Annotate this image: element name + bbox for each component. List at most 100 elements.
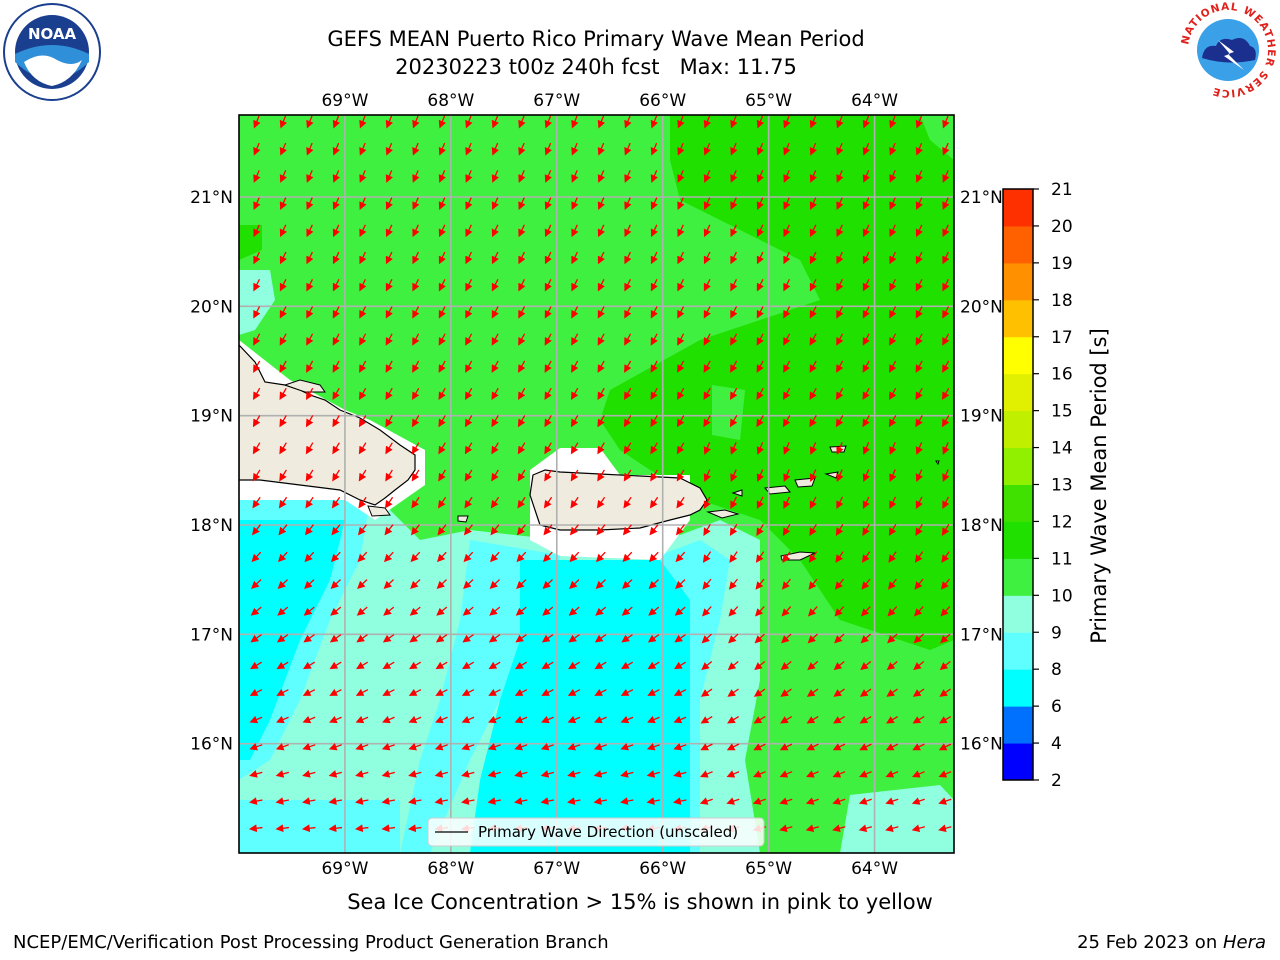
wave-arrow [833,716,846,724]
wave-arrow [889,278,897,292]
wave-arrow [887,606,898,617]
wave-arrow [438,442,446,455]
wave-arrow [385,333,393,346]
wave-arrow [623,442,632,455]
wave-arrow [331,551,341,563]
wave-arrow [703,415,711,428]
wave-arrow [461,715,475,724]
wave-arrow [385,360,393,373]
wave-arrow [780,661,792,671]
wave-arrow [703,278,711,292]
wave-arrow [357,524,367,536]
wave-arrow [249,688,263,696]
wave-arrow [464,415,473,428]
wave-arrow [382,688,395,696]
wave-arrow [913,661,925,671]
wave-arrow [783,142,791,156]
wave-arrow [730,115,738,129]
wave-arrow [620,715,634,724]
wave-arrow [438,224,446,238]
wave-arrow [597,333,605,346]
wave-arrow [674,661,687,670]
wave-arrow [359,197,367,210]
wave-arrow [437,524,447,536]
wave-arrow [650,142,658,156]
colorbar-tick-label: 9 [1051,623,1062,643]
wave-arrow [331,524,341,536]
graticule [239,115,954,853]
wave-arrow [780,688,792,697]
wave-arrow [253,360,261,373]
wave-arrow [358,469,367,482]
wave-arrow [650,360,658,373]
wave-arrow [571,278,579,292]
wave-arrow [677,251,685,265]
wave-arrow [833,688,845,697]
wave-arrow [809,523,817,536]
wave-arrow [597,197,605,210]
wave-arrow [276,661,289,670]
wave-arrow [597,442,605,455]
wave-arrow [915,142,923,156]
wave-arrow [700,770,713,778]
wave-arrow [941,523,950,536]
wave-arrow [942,496,950,510]
wave-arrow [624,224,632,238]
wave-arrow [756,170,764,183]
wave-arrow [835,415,844,428]
wave-arrow [620,688,634,696]
wave-arrow [942,442,950,455]
wave-arrow [355,797,369,805]
wave-arrow [836,333,844,346]
wave-arrow [354,824,369,833]
wave-arrow [359,360,367,373]
wave-arrow [543,496,553,509]
wave-arrow [836,278,844,292]
wave-arrow [518,278,526,292]
wave-arrow [862,224,870,238]
wave-arrow [862,442,870,455]
wave-arrow [410,524,420,536]
wave-arrow [647,634,660,643]
wave-arrow [359,306,367,319]
wave-arrow [381,824,396,833]
wave-arrow [915,251,923,265]
colorbar-segment [1003,484,1033,522]
wave-arrow [571,306,579,319]
wave-arrow [836,496,844,510]
wave-arrow [491,306,499,319]
wave-arrow [730,496,738,510]
lon-label-bottom: 68°W [427,859,474,879]
lon-label-top: 66°W [639,91,686,111]
wave-arrow [783,496,791,510]
wave-arrow [252,496,261,509]
wave-arrow [911,797,925,805]
wave-arrow [435,661,448,670]
wave-arrow [571,333,579,346]
wave-arrow [620,770,634,778]
wave-arrow [253,306,261,319]
wave-arrow [597,469,605,482]
wave-arrow [568,606,580,616]
wave-arrow [306,142,314,156]
wave-arrow [355,715,369,724]
wave-arrow [278,496,288,509]
period-field: Primary Wave Direction (unscaled) [239,115,954,853]
wave-arrow [490,496,500,509]
wave-arrow [675,524,685,536]
wave-arrow [412,251,420,265]
field-10s-nw [239,270,275,335]
wave-arrow [518,360,526,373]
wave-arrow [382,661,395,670]
wave-arrow [570,469,579,482]
wave-arrow [438,469,446,482]
wave-arrow [383,579,394,589]
wave-arrow [624,360,632,373]
wave-arrow [306,333,314,346]
wave-arrow [435,634,448,643]
wave-arrow [407,824,422,833]
wave-arrow [646,797,661,805]
wave-arrow [674,606,686,616]
map-frame [238,114,955,854]
wave-arrow [887,633,898,644]
